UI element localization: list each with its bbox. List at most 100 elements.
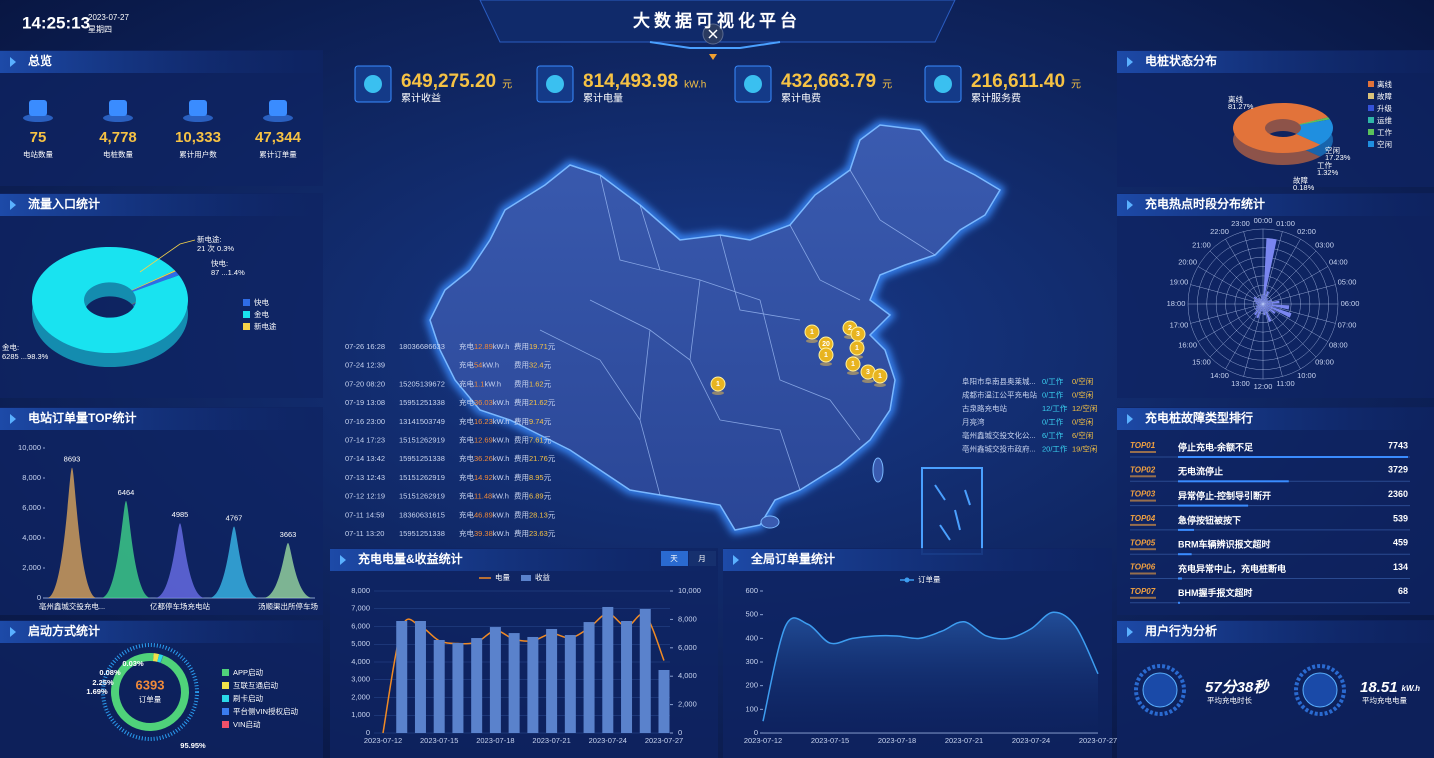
polar-label: 12:00 [1254, 382, 1273, 391]
station-working: 0/工作 [1042, 416, 1064, 426]
polar-bar [1263, 300, 1280, 304]
polar-spoke [1262, 303, 1336, 324]
order-field: kW.h [493, 342, 510, 351]
order-field: kW.h [493, 454, 510, 463]
y-tick-label: 6,000 [351, 621, 370, 630]
y-tick-label: 0 [366, 728, 370, 737]
bar [489, 627, 501, 733]
order-field: 充电 [459, 341, 474, 351]
tab-label[interactable]: 天 [670, 554, 678, 563]
polar-label: 08:00 [1329, 340, 1348, 349]
order-field: 充电 [459, 491, 474, 501]
kpi-unit: 元 [882, 80, 892, 91]
legend-swatch [243, 323, 250, 330]
order-row: 07-20 08:20 15205139672 充电1.1kW.h 费用1.62元 [345, 378, 552, 388]
y-tick-label: 600 [745, 586, 758, 595]
x-tick-label: 汤顺渠出所停车场 [258, 601, 318, 611]
rank-stripe [1130, 451, 1156, 453]
overview-value: 4,778 [99, 129, 137, 146]
value-label: 6464 [118, 488, 135, 497]
bar [583, 622, 595, 733]
legend-label: 工作 [1377, 127, 1393, 137]
y2-tick-label: 2,000 [678, 700, 697, 709]
panel-title: 充电桩故障类型排行 [1145, 410, 1253, 425]
order-field: 费用 [514, 434, 529, 444]
marker-label: 1 [824, 352, 828, 359]
order-field: kW.h [493, 473, 510, 482]
tab[interactable] [661, 551, 688, 566]
callout-name: 金电: [2, 342, 19, 352]
marker [872, 368, 888, 384]
overview-label: 累计订单量 [259, 149, 297, 159]
order-field: 07-11 14:59 [345, 510, 384, 519]
y-tick-label: 400 [745, 633, 758, 642]
polar-bar [1263, 304, 1270, 312]
fault-count: 134 [1393, 562, 1408, 572]
legend-label: 金电 [254, 309, 269, 319]
fault-rank: TOP06 [1130, 563, 1156, 572]
legend-label: 刷卡启动 [233, 693, 263, 703]
pie-slice [1299, 117, 1329, 125]
order-field: 元 [544, 473, 552, 482]
legend-swatch [222, 708, 229, 715]
panel-title: 全局订单量统计 [750, 551, 835, 566]
y-tick-label: 10,000 [18, 443, 41, 452]
y-tick-label: 4,000 [22, 533, 41, 542]
order-field: 16.23 [474, 417, 493, 426]
bar [621, 620, 633, 733]
bar [471, 638, 483, 733]
panel-title: 充电热点时段分布统计 [1145, 196, 1265, 211]
kpi-icon-glyph [744, 75, 762, 93]
x-tick-label: 2023-07-27 [645, 736, 683, 745]
polar-spoke [1262, 284, 1336, 305]
header-chevron [340, 555, 346, 565]
order-field: 费用 [514, 472, 529, 482]
polar-spoke [1190, 284, 1264, 305]
order-field: 39.38 [474, 529, 493, 538]
close-button[interactable] [702, 23, 724, 45]
polar-spoke [1225, 238, 1264, 305]
tab-label[interactable]: 月 [698, 554, 706, 563]
order-field: 元 [548, 529, 556, 538]
kpi-icon-glyph [546, 75, 564, 93]
legend-swatch [1368, 117, 1374, 123]
behavior-value: 18.51 [1360, 679, 1398, 696]
tab[interactable] [689, 551, 716, 566]
order-field: 07-19 13:08 [345, 398, 385, 407]
polar-spoke [1262, 303, 1283, 377]
kpi-label: 累计服务费 [971, 92, 1021, 105]
station-name: 阜阳市阜南县奥莱城... [962, 376, 1036, 386]
y-tick-label: 8,000 [351, 586, 370, 595]
order-field: 费用 [514, 453, 529, 463]
station-idle: 12/空闲 [1072, 403, 1097, 413]
bar [414, 620, 426, 733]
order-row: 07-12 12:19 15151262919 充电11.48kW.h 费用6.89元 [345, 491, 552, 501]
legend-dot [904, 577, 910, 583]
polar-spoke [1262, 266, 1329, 305]
order-field: 12.69 [474, 435, 493, 444]
polar-spoke [1190, 303, 1264, 324]
polar-bar [1253, 304, 1263, 316]
polar-spoke [1262, 303, 1317, 358]
order-field: 元 [548, 342, 556, 351]
order-field: 15151262919 [399, 435, 445, 444]
order-field: 充电 [459, 528, 474, 538]
legend-label: 电量 [495, 572, 510, 582]
order-field: 15205139672 [399, 379, 445, 388]
order-field: 充电 [459, 472, 474, 482]
china-map [425, 120, 1006, 555]
gauge-core [1302, 672, 1338, 708]
title-band [479, 0, 956, 43]
panel-header [723, 549, 1112, 571]
polar-spoke [1243, 231, 1264, 305]
order-field: 9.74 [529, 417, 544, 426]
fault-bar [1178, 504, 1249, 507]
legend-swatch [1368, 141, 1374, 147]
polar-label: 19:00 [1170, 278, 1189, 287]
polar-label: 03:00 [1315, 240, 1334, 249]
value-label: 3663 [280, 530, 297, 539]
polar-spoke [1243, 303, 1264, 377]
kpi-value: 814,493.98 [583, 71, 678, 92]
order-row: 07-14 13:42 15951251338 充电36.26kW.h 费用21.76… [345, 453, 556, 463]
marker [818, 347, 834, 363]
